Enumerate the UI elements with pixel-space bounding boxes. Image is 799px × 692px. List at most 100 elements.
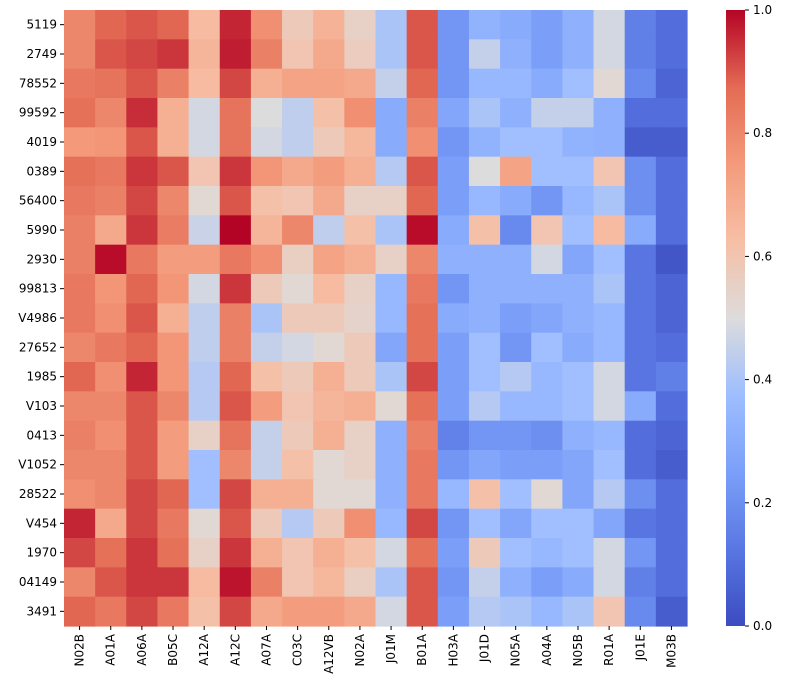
heatmap-cell	[500, 215, 532, 246]
heatmap-cell	[344, 39, 377, 70]
heatmap-cell	[375, 186, 408, 216]
row-label: 28522	[19, 487, 57, 501]
heatmap-cell	[593, 567, 626, 598]
heatmap-cell	[406, 127, 439, 158]
heatmap-cell	[468, 186, 501, 216]
heatmap-cell	[593, 215, 626, 246]
heatmap-cell	[593, 98, 626, 128]
heatmap-cell	[313, 274, 345, 304]
heatmap-cell	[64, 479, 96, 510]
heatmap-cell	[157, 244, 190, 275]
heatmap-cell	[344, 10, 377, 40]
heatmap-cell	[219, 596, 252, 627]
heatmap-cell	[437, 98, 470, 128]
heatmap-cell	[64, 538, 96, 568]
heatmap-cell	[531, 538, 563, 568]
column-label: J01D	[478, 634, 492, 663]
heatmap-cell	[655, 596, 688, 627]
heatmap-cell	[219, 39, 252, 70]
heatmap-cell	[468, 244, 501, 275]
heatmap-cell	[406, 10, 439, 40]
heatmap-cell	[406, 303, 439, 334]
heatmap-cell	[64, 98, 96, 128]
column-label: A07A	[259, 633, 273, 665]
heatmap-cell	[593, 391, 626, 422]
heatmap-cell	[64, 127, 96, 158]
heatmap-cell	[250, 596, 283, 627]
heatmap-cell	[126, 450, 159, 480]
heatmap-cell	[375, 450, 408, 480]
heatmap-cell	[95, 244, 127, 275]
heatmap-cell	[219, 10, 252, 40]
heatmap-cell	[375, 98, 408, 128]
heatmap-cell	[437, 332, 470, 363]
heatmap-cell	[282, 420, 314, 451]
heatmap-cell	[344, 98, 377, 128]
row-label: V1052	[18, 458, 57, 472]
heatmap-cell	[531, 362, 563, 392]
heatmap-cell	[344, 303, 377, 334]
heatmap-cell	[313, 538, 345, 568]
heatmap-cell	[126, 68, 159, 99]
heatmap-cell	[188, 39, 221, 70]
heatmap-cell	[655, 244, 688, 275]
heatmap-cell	[406, 567, 439, 598]
column-label: N05B	[571, 634, 585, 666]
heatmap-cell	[282, 215, 314, 246]
heatmap-cell	[500, 186, 532, 216]
heatmap-cell	[219, 332, 252, 363]
row-label: 5119	[26, 18, 57, 32]
column-labels: N02B A01A A06A B05C A12A A12C A07A C03C A12VB N02…	[73, 626, 678, 674]
row-label: 78552	[19, 76, 57, 90]
heatmap-cell	[531, 39, 563, 70]
column-label: B05C	[166, 634, 180, 666]
heatmap-cell	[655, 274, 688, 304]
heatmap-cell	[562, 98, 595, 128]
heatmap-cell	[219, 420, 252, 451]
colorbar-tick-label: 0.6	[753, 249, 772, 263]
heatmap-cell	[437, 538, 470, 568]
heatmap-cell	[500, 244, 532, 275]
heatmap-cell	[624, 567, 657, 598]
heatmap-cell	[437, 479, 470, 510]
heatmap-cell	[64, 39, 96, 70]
heatmap-cell	[500, 10, 532, 40]
heatmap-cell	[437, 303, 470, 334]
heatmap-cell	[655, 420, 688, 451]
heatmap-cell	[406, 98, 439, 128]
heatmap-cell	[375, 303, 408, 334]
row-label: 5990	[26, 223, 57, 237]
heatmap-cell	[562, 508, 595, 539]
heatmap-cell	[219, 567, 252, 598]
heatmap-cell	[406, 508, 439, 539]
heatmap-cell	[64, 215, 96, 246]
heatmap-cell	[157, 274, 190, 304]
heatmap-cell	[344, 68, 377, 99]
heatmap-cell	[64, 332, 96, 363]
heatmap-cell	[282, 303, 314, 334]
heatmap-cell	[64, 596, 96, 627]
row-label: 99592	[19, 106, 57, 120]
heatmap-cell	[282, 538, 314, 568]
heatmap-cell	[126, 274, 159, 304]
heatmap-cell	[500, 450, 532, 480]
heatmap-cell	[624, 332, 657, 363]
heatmap-cell	[593, 508, 626, 539]
heatmap-cell	[562, 186, 595, 216]
heatmap-cell	[157, 215, 190, 246]
heatmap-cell	[313, 215, 345, 246]
heatmap-cell	[219, 479, 252, 510]
heatmap-cell	[655, 567, 688, 598]
heatmap-cell	[250, 98, 283, 128]
colorbar-ticks: 0.0 0.2 0.4 0.6 0.8 1.0	[745, 3, 772, 633]
heatmap-cell	[313, 450, 345, 480]
heatmap-cell	[344, 538, 377, 568]
heatmap-cell	[219, 274, 252, 304]
heatmap-cell	[95, 186, 127, 216]
heatmap-cell	[282, 39, 314, 70]
heatmap-cell	[64, 450, 96, 480]
heatmap-cell	[250, 10, 283, 40]
heatmap-cell	[219, 98, 252, 128]
heatmap-cell	[375, 39, 408, 70]
heatmap-cell	[157, 420, 190, 451]
